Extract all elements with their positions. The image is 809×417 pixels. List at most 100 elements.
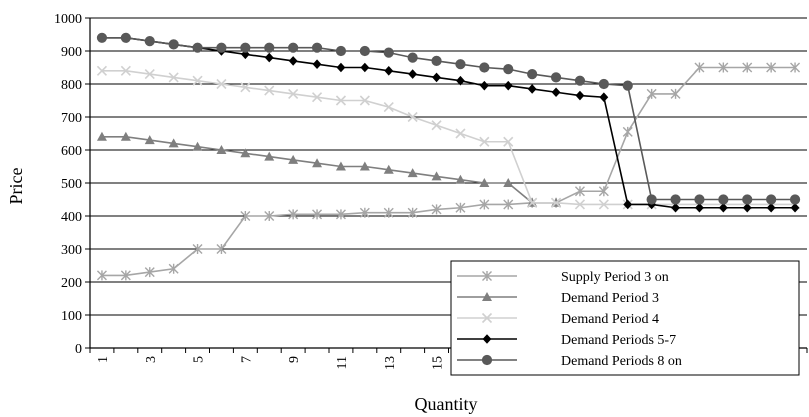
data-point bbox=[551, 87, 561, 98]
data-point bbox=[598, 186, 609, 197]
data-point bbox=[598, 199, 609, 210]
series-2 bbox=[96, 65, 801, 210]
data-point bbox=[407, 111, 418, 123]
y-tick-label: 100 bbox=[61, 309, 82, 324]
data-point bbox=[144, 135, 155, 145]
data-point bbox=[718, 202, 728, 213]
data-point bbox=[431, 204, 442, 215]
data-point bbox=[455, 59, 466, 70]
data-point bbox=[311, 92, 323, 103]
data-point bbox=[240, 148, 251, 158]
data-point bbox=[288, 88, 299, 99]
data-point bbox=[574, 186, 585, 197]
data-point bbox=[574, 199, 586, 210]
y-axis-ticks: 0 100 200 300 400 500 600 700 800 900 1000 bbox=[54, 12, 90, 357]
series-line bbox=[101, 37, 796, 201]
data-point bbox=[335, 45, 347, 57]
series-line bbox=[101, 136, 557, 204]
data-point bbox=[359, 45, 370, 57]
data-point bbox=[240, 82, 251, 93]
data-point bbox=[359, 95, 370, 106]
data-point bbox=[120, 32, 131, 43]
series-line bbox=[101, 70, 796, 206]
x-axis-title: Quantity bbox=[415, 394, 478, 414]
data-point bbox=[407, 52, 418, 63]
legend-entry: Supply Period 3 on bbox=[561, 270, 669, 285]
data-point bbox=[383, 207, 394, 218]
y-tick-label: 200 bbox=[61, 276, 82, 291]
data-point bbox=[432, 72, 441, 83]
data-point bbox=[431, 120, 442, 131]
data-point bbox=[599, 92, 609, 102]
data-point bbox=[479, 199, 490, 210]
data-point bbox=[216, 78, 227, 90]
x-tick-label: 5 bbox=[192, 356, 207, 363]
legend-entry: Demand Periods 5-7 bbox=[561, 333, 676, 348]
legend-entry: Demand Period 4 bbox=[561, 312, 659, 327]
data-point bbox=[383, 164, 394, 174]
data-point bbox=[383, 47, 394, 58]
data-point bbox=[670, 194, 681, 205]
data-point bbox=[120, 131, 131, 141]
data-point bbox=[384, 66, 394, 76]
data-point bbox=[335, 95, 347, 106]
data-point bbox=[503, 64, 514, 75]
y-tick-label: 900 bbox=[61, 45, 82, 60]
data-point bbox=[646, 88, 657, 99]
data-point bbox=[455, 128, 466, 139]
data-point bbox=[312, 209, 323, 220]
data-point bbox=[264, 52, 274, 63]
legend-swatch-marker bbox=[481, 354, 493, 366]
y-tick-label: 0 bbox=[75, 342, 82, 357]
series-4 bbox=[96, 32, 801, 205]
x-tick-label: 9 bbox=[287, 356, 302, 363]
data-point bbox=[383, 102, 394, 113]
data-point bbox=[527, 84, 537, 94]
data-point bbox=[312, 59, 322, 69]
data-point bbox=[718, 194, 729, 205]
data-point bbox=[144, 69, 155, 80]
series-line bbox=[101, 66, 796, 277]
legend-entry: Demand Period 3 bbox=[561, 291, 659, 306]
data-point bbox=[503, 199, 514, 210]
data-point bbox=[790, 202, 800, 213]
data-point bbox=[192, 244, 203, 254]
data-point bbox=[479, 62, 490, 73]
data-point bbox=[264, 151, 275, 161]
data-point bbox=[766, 194, 777, 205]
data-point bbox=[168, 39, 179, 50]
y-tick-label: 300 bbox=[61, 243, 82, 258]
data-point bbox=[168, 263, 179, 274]
legend-swatch-marker bbox=[482, 334, 492, 344]
data-point bbox=[288, 209, 299, 220]
data-point bbox=[456, 75, 465, 86]
y-tick-label: 400 bbox=[61, 210, 82, 225]
data-point bbox=[455, 174, 466, 184]
data-point bbox=[623, 199, 633, 210]
data-point bbox=[694, 62, 705, 73]
data-point bbox=[168, 72, 179, 83]
data-point bbox=[216, 244, 227, 254]
data-point bbox=[96, 32, 108, 43]
data-point bbox=[216, 42, 227, 53]
legend-swatch-marker bbox=[482, 292, 492, 301]
legend-swatch-marker bbox=[482, 271, 492, 281]
series-lines bbox=[96, 32, 801, 281]
data-point bbox=[240, 42, 251, 53]
series-1 bbox=[96, 131, 562, 207]
data-point bbox=[646, 194, 657, 205]
data-point bbox=[359, 207, 370, 218]
data-point bbox=[789, 194, 801, 205]
data-point bbox=[670, 88, 681, 99]
data-point bbox=[790, 62, 801, 73]
y-tick-label: 600 bbox=[61, 144, 82, 159]
data-point bbox=[335, 209, 346, 220]
data-point bbox=[120, 270, 131, 281]
data-point bbox=[550, 197, 562, 208]
data-point bbox=[216, 145, 227, 154]
legend-entry: Demand Periods 8 on bbox=[561, 354, 682, 369]
data-point bbox=[312, 158, 323, 168]
data-point bbox=[455, 202, 466, 213]
